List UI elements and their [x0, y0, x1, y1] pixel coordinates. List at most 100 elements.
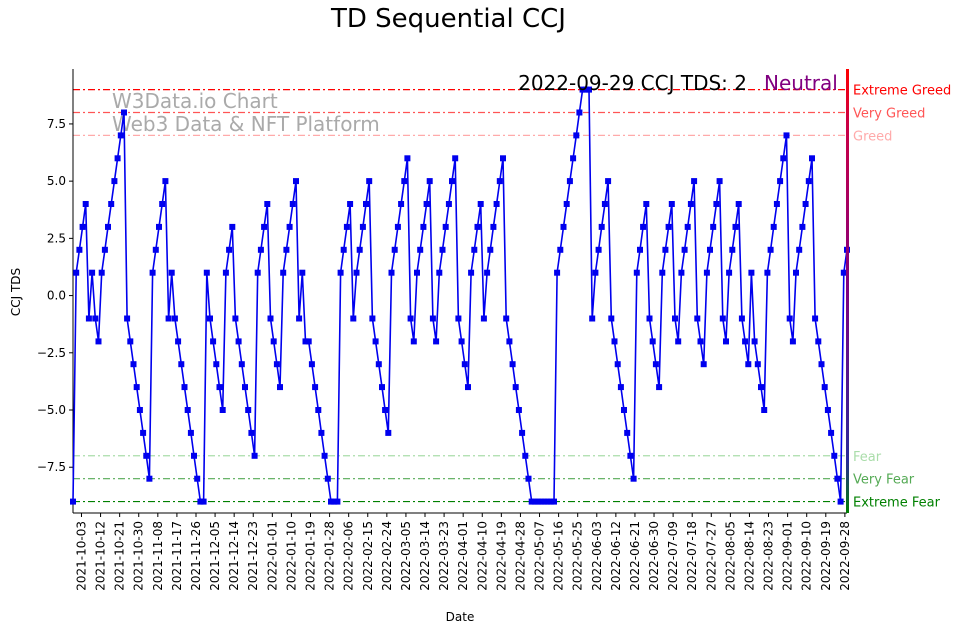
- x-tick-label: 2022-06-30: [647, 521, 661, 591]
- data-point: [672, 315, 678, 322]
- data-point: [350, 315, 357, 322]
- data-point: [219, 407, 226, 413]
- data-point: [318, 429, 325, 436]
- data-point: [334, 498, 341, 505]
- data-point: [229, 223, 236, 230]
- data-point: [573, 132, 580, 139]
- data-point: [745, 361, 752, 368]
- y-tick-label: −2.5: [37, 346, 66, 360]
- data-point: [143, 452, 150, 459]
- data-point: [385, 429, 392, 436]
- data-point: [640, 223, 647, 230]
- data-point: [108, 201, 115, 207]
- data-point: [136, 407, 143, 413]
- x-tick-label: 2021-10-30: [132, 521, 146, 591]
- data-point: [723, 338, 729, 345]
- y-tick-label: 0.0: [47, 289, 66, 303]
- x-tick-label: 2022-05-25: [571, 521, 585, 591]
- data-point: [222, 269, 229, 276]
- watermark-line-1: W3Data.io Chart: [112, 89, 278, 113]
- data-point: [101, 246, 108, 253]
- x-tick-label: 2022-03-14: [418, 521, 432, 591]
- data-point: [659, 269, 666, 276]
- data-point: [611, 338, 618, 345]
- data-point: [519, 429, 526, 436]
- data-point: [347, 201, 354, 207]
- data-point: [379, 384, 385, 391]
- data-point: [649, 338, 656, 345]
- data-point: [748, 269, 755, 276]
- data-point: [181, 384, 188, 391]
- data-point: [522, 452, 529, 459]
- data-point: [140, 429, 147, 436]
- data-point: [557, 246, 564, 253]
- data-point: [455, 315, 462, 322]
- data-point: [840, 269, 847, 276]
- data-point: [831, 452, 838, 459]
- data-point: [824, 407, 831, 413]
- y-tick-label: 7.5: [47, 117, 66, 131]
- x-tick-label: 2022-06-12: [609, 521, 623, 591]
- watermark-line-2: Web3 Data & NFT Platform: [112, 112, 380, 136]
- data-point: [509, 361, 516, 368]
- x-tick-label: 2022-04-28: [513, 521, 527, 591]
- data-point: [404, 155, 411, 162]
- data-point: [773, 201, 780, 207]
- data-point: [226, 246, 233, 253]
- x-tick-label: 2022-02-24: [380, 521, 394, 591]
- data-point: [165, 315, 172, 322]
- data-point: [328, 498, 334, 505]
- data-point: [270, 338, 277, 345]
- data-point: [337, 269, 344, 276]
- data-point: [296, 315, 303, 322]
- data-point: [586, 86, 592, 93]
- zone-label-greed: Greed: [853, 129, 892, 144]
- data-point: [98, 269, 105, 276]
- data-point: [439, 246, 446, 253]
- y-tick-label: 2.5: [47, 231, 66, 245]
- data-point: [500, 155, 506, 162]
- data-point: [248, 429, 255, 436]
- data-point: [449, 178, 455, 185]
- data-point: [598, 223, 605, 230]
- x-tick-label: 2022-07-27: [704, 521, 718, 591]
- x-tick-label: 2022-07-09: [666, 521, 680, 591]
- data-point: [493, 201, 500, 207]
- data-point: [703, 269, 710, 276]
- data-point: [280, 269, 287, 276]
- data-point: [178, 361, 185, 368]
- data-point: [254, 269, 261, 276]
- data-point: [484, 269, 491, 276]
- data-point: [146, 475, 153, 482]
- data-point: [89, 269, 96, 276]
- series: [70, 86, 850, 505]
- data-point: [742, 338, 749, 345]
- data-point: [665, 223, 672, 230]
- data-point: [761, 407, 768, 413]
- data-point: [541, 498, 548, 505]
- data-point: [235, 338, 242, 345]
- data-point: [197, 498, 204, 505]
- x-tick-label: 2021-11-17: [170, 521, 184, 591]
- data-point: [458, 338, 465, 345]
- data-point: [786, 315, 793, 322]
- data-point: [535, 498, 541, 505]
- data-point: [726, 269, 733, 276]
- data-point: [299, 269, 306, 276]
- series-line: [72, 88, 848, 503]
- data-point: [277, 384, 283, 391]
- data-point: [124, 315, 131, 322]
- zone-lines: [73, 88, 847, 503]
- data-point: [821, 384, 828, 391]
- data-point: [656, 384, 663, 391]
- data-point: [92, 315, 99, 322]
- data-point: [442, 223, 449, 230]
- data-point: [764, 269, 771, 276]
- data-point: [710, 223, 717, 230]
- data-point: [452, 155, 459, 162]
- data-point: [480, 315, 487, 322]
- x-tick-label: 2021-11-26: [189, 521, 203, 591]
- data-point: [394, 223, 401, 230]
- data-point: [216, 384, 223, 391]
